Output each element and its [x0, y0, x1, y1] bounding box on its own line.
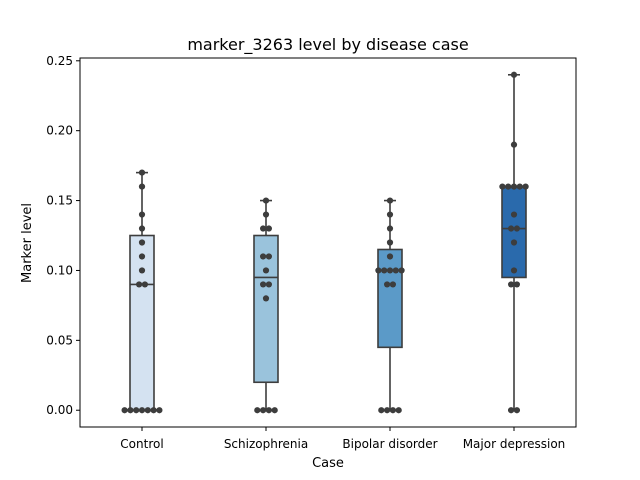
x-tick-label: Schizophrenia [224, 437, 308, 451]
y-tick-label: 0.00 [46, 403, 73, 417]
y-tick-label: 0.05 [46, 333, 73, 347]
box-4 [501, 185, 527, 279]
data-point [386, 267, 394, 274]
y-tick-label: 0.25 [46, 54, 73, 68]
data-point [510, 267, 518, 274]
data-point [375, 267, 382, 274]
data-point [133, 407, 140, 414]
data-point [389, 407, 396, 414]
data-point [138, 239, 146, 246]
x-tick-label: Major depression [463, 437, 566, 451]
data-point [127, 407, 134, 414]
data-point [262, 211, 270, 218]
data-point [138, 253, 146, 260]
data-point [386, 239, 394, 246]
data-point [398, 267, 405, 274]
data-point [144, 407, 151, 414]
data-point [150, 407, 157, 414]
data-point [386, 211, 394, 218]
data-point [138, 407, 146, 414]
data-point [265, 225, 272, 232]
data-point [265, 281, 272, 288]
data-point [378, 407, 385, 414]
data-point [513, 281, 521, 288]
y-axis-label: Marker level [20, 203, 35, 283]
data-point [384, 281, 391, 288]
x-tick-label: Control [120, 437, 163, 451]
y-tick-label: 0.10 [46, 263, 73, 277]
data-point [386, 253, 394, 260]
data-point [386, 197, 394, 204]
data-point [384, 407, 391, 414]
data-point [254, 407, 261, 414]
data-point [265, 253, 272, 260]
data-point [156, 407, 163, 414]
data-point [508, 407, 515, 414]
box-3 [377, 248, 403, 349]
data-point [138, 225, 146, 232]
data-point [138, 183, 146, 190]
y-tick-label: 0.15 [46, 194, 73, 208]
data-point [262, 267, 270, 274]
box-1 [129, 234, 155, 412]
data-point [389, 281, 396, 288]
data-point [138, 267, 146, 274]
data-point [265, 407, 272, 414]
data-point [510, 211, 518, 218]
data-point [395, 407, 402, 414]
data-point [522, 183, 529, 190]
data-point [138, 169, 146, 176]
data-point [499, 183, 506, 190]
data-point [510, 71, 518, 78]
data-point [513, 225, 521, 232]
data-point [513, 407, 521, 414]
data-point [508, 225, 515, 232]
data-point [138, 211, 146, 218]
data-point [381, 267, 388, 274]
y-tick-label: 0.20 [46, 124, 73, 138]
box-2 [253, 234, 279, 384]
data-point [121, 407, 128, 414]
data-point [136, 281, 143, 288]
data-point [141, 281, 148, 288]
data-point [260, 281, 267, 288]
data-point [516, 183, 523, 190]
data-point [508, 281, 515, 288]
data-point [505, 183, 512, 190]
chart-title: marker_3263 level by disease case [187, 35, 468, 55]
x-axis-label: Case [312, 456, 344, 471]
data-point [262, 295, 270, 302]
data-point [510, 239, 518, 246]
data-point [510, 141, 518, 148]
plot-area: 0.00 0.05 0.10 0.15 0.20 0.25 Control Schizophr… [46, 54, 577, 451]
data-point [260, 407, 267, 414]
data-point [260, 253, 267, 260]
data-point [386, 225, 394, 232]
data-point [271, 407, 278, 414]
x-tick-label: Bipolar disorder [342, 437, 437, 451]
axes-frame [79, 57, 577, 428]
data-point [260, 225, 267, 232]
data-point [510, 183, 518, 190]
data-point [392, 267, 399, 274]
data-point [262, 197, 270, 204]
